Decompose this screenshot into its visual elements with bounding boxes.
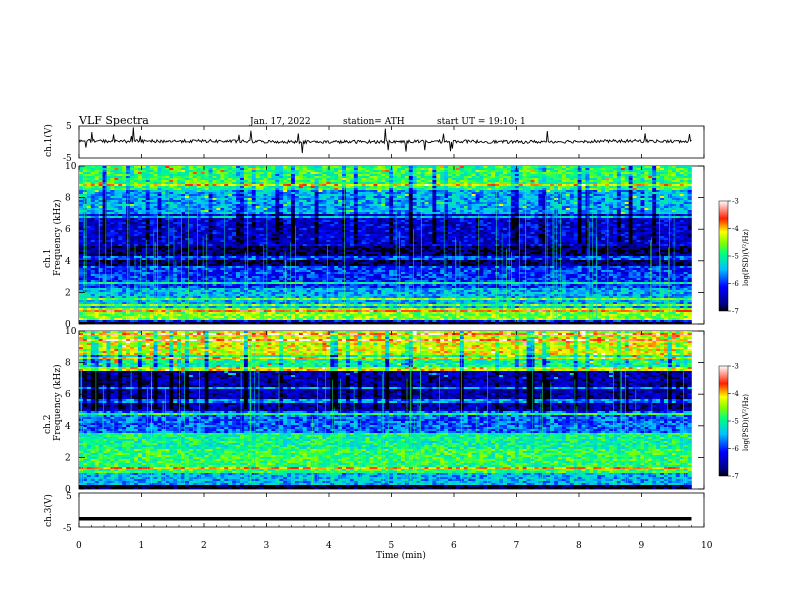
ch2-spectrogram-ytick-label: 4: [65, 422, 71, 432]
xtick-label: 1: [139, 541, 145, 551]
ch1-waveform-frame: [79, 126, 704, 158]
ch2-spectrogram-image: [79, 331, 692, 489]
ch1-spectrogram-ylabel-freq: Frequency (kHz): [52, 199, 63, 276]
figure-title: VLF Spectra: [78, 114, 149, 127]
ch1-spectrogram-ytick-label: 4: [65, 257, 71, 267]
ch1-waveform-panel: 5 -5 ch.1(V): [43, 122, 704, 164]
ch1-waveform-ylabel: ch.1(V): [43, 124, 54, 157]
ch1-spectrogram-ytick-label: 2: [65, 288, 71, 298]
time-axis-label: Time (min): [376, 550, 426, 561]
colorbar-tick-label: -7: [732, 308, 739, 316]
ch1-spectrogram-image: [79, 166, 692, 324]
colorbar-tick-label: -7: [732, 473, 739, 481]
station-label: station= ATH: [343, 117, 405, 127]
xtick-label: 3: [264, 541, 270, 551]
xtick-label: 6: [451, 541, 457, 551]
colorbar-tick-label: -3: [732, 198, 739, 206]
ch3-waveform-ylabel: ch.3(V): [43, 494, 54, 527]
ch2-spectrogram-ytick-label: 10: [65, 327, 77, 337]
xtick-label: 9: [639, 541, 645, 551]
ch3-ytick-top: 5: [66, 492, 72, 502]
colorbar-tick-label: -6: [732, 280, 739, 288]
xtick-label: 0: [76, 541, 82, 551]
colorbar-tick-label: -6: [732, 445, 739, 453]
ch3-waveform-panel: 5 -5 ch.3(V): [43, 492, 704, 534]
xtick-label: 8: [576, 541, 582, 551]
ch2-spectrogram-ytick-label: 8: [65, 359, 71, 369]
ch1-spectrogram-ytick-label: 8: [65, 194, 71, 204]
xtick-label: 5: [389, 541, 395, 551]
ch3-ytick-bottom: -5: [63, 524, 72, 534]
ch1-spectrogram-ytick-label: 6: [65, 225, 71, 235]
ch1-spectrogram-ytick-label: 10: [65, 162, 77, 172]
ch1-ytick-top: 5: [66, 122, 72, 132]
ch2-spectrogram-ytick-label: 2: [65, 453, 71, 463]
ch2-spectrogram-ylabel-ch: ch.2: [43, 415, 53, 434]
ch2-colorbar: -3 -4 -5 -6 -7 log(PSD)(V²/Hz): [719, 363, 750, 481]
ch1-colorbar-label: log(PSD)(V²/Hz): [742, 229, 750, 286]
start-time-label: start UT = 19:10: 1: [437, 117, 526, 127]
xtick-label: 10: [701, 541, 713, 551]
ch2-colorbar-scale: [719, 366, 728, 476]
date-label: Jan. 17, 2022: [249, 117, 311, 127]
xtick-label: 2: [201, 541, 207, 551]
colorbar-tick-label: -3: [732, 363, 739, 371]
ch2-colorbar-label: log(PSD)(V²/Hz): [742, 394, 750, 451]
ch1-colorbar-scale: [719, 201, 728, 311]
ch1-colorbar: -3 -4 -5 -6 -7 log(PSD)(V²/Hz): [719, 198, 750, 316]
colorbar-tick-label: -5: [732, 418, 739, 426]
colorbar-tick-label: -4: [732, 225, 739, 233]
colorbar-tick-label: -4: [732, 390, 739, 398]
xtick-label: 7: [514, 541, 520, 551]
ch1-spectrogram-ylabel-ch: ch.1: [43, 249, 53, 268]
ch2-spectrogram-ytick-label: 6: [65, 390, 71, 400]
ch3-waveform-frame: [79, 493, 704, 527]
ch2-spectrogram-ylabel-freq: Frequency (kHz): [52, 364, 63, 441]
colorbar-tick-label: -5: [732, 253, 739, 261]
xtick-label: 4: [326, 541, 332, 551]
